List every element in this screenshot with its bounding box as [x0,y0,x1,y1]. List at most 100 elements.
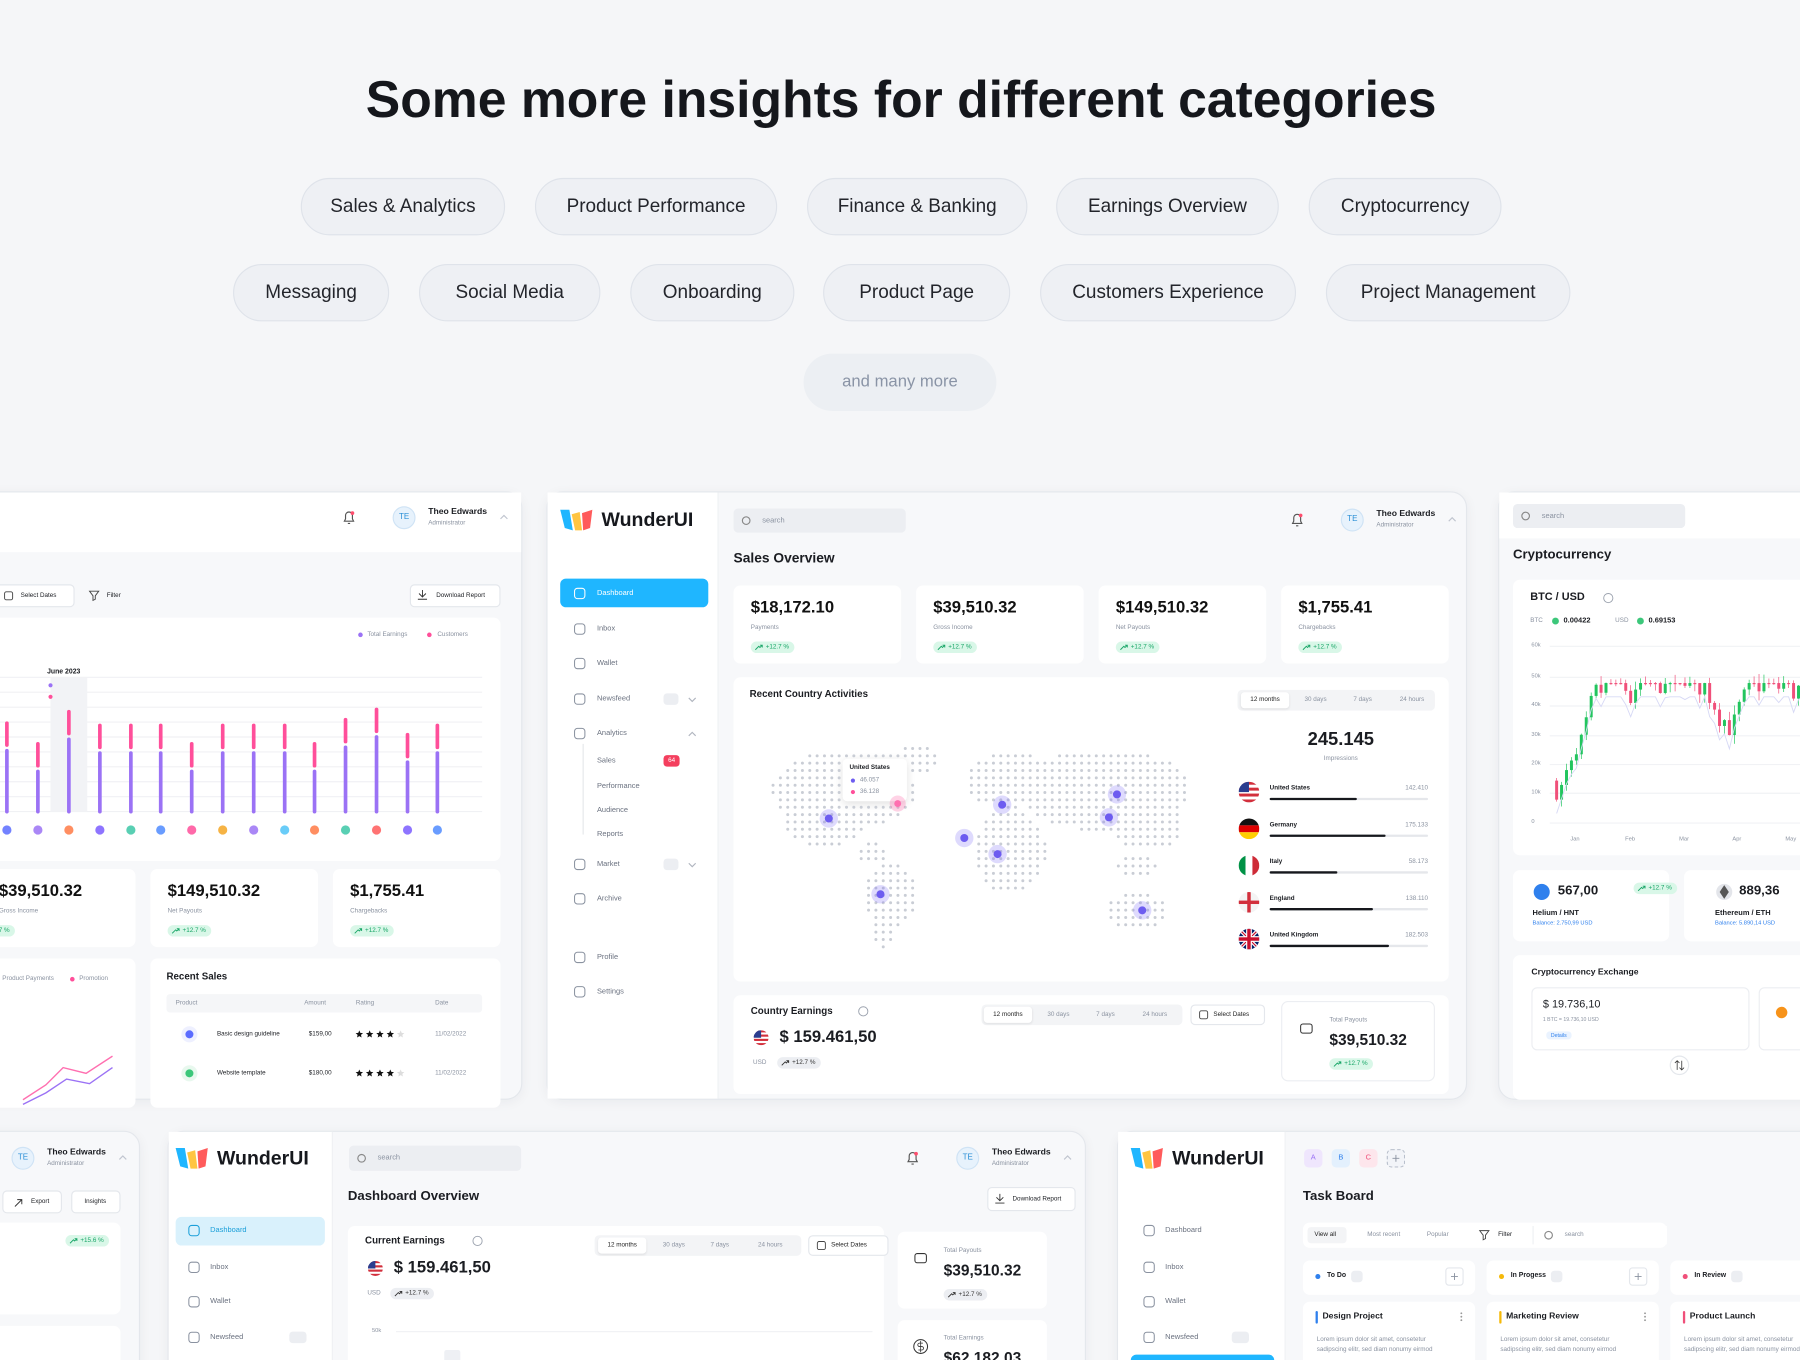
earnings-amount: $ 159.461,50 [393,1258,491,1278]
panel [0,869,136,948]
stat-label: Net Payouts [1115,624,1151,632]
tooltip-title: June 2023 [47,668,81,676]
period-tabs [594,1235,802,1256]
team-avatar [1359,1149,1378,1168]
stat-value: $1,755.41 [1298,598,1373,618]
add-task [1445,1267,1464,1286]
period-tab: 24 hours [1142,1011,1168,1019]
avatar-text: TE [1347,515,1358,524]
x-tick-label: Feb [1625,835,1636,843]
period-tab: 30 days [1047,1011,1070,1019]
country-value: 138.110 [1405,895,1429,903]
product-amount: $180,00 [308,1069,332,1077]
brand-name: WunderUI [601,508,694,531]
nav-item: Inbox [210,1263,229,1272]
nav-item: Wallet [210,1297,231,1306]
date-button [808,1235,889,1256]
change-badge: +12.7 % [1298,641,1343,654]
tooltip-value: 46.057 [57,681,77,689]
category-pill [807,177,1028,236]
tooltip-value: 36.128 [57,693,77,701]
category-label: Project Management [1360,281,1536,303]
product-name: Basic design guideline [216,1030,280,1038]
x-tick-label: Jan [1570,835,1580,843]
y-tick-label: 0 [1531,818,1535,826]
nav-badge [1231,1331,1249,1344]
country-name: United Kingdom [1269,931,1319,939]
y-tick-label: 10k [1531,788,1541,796]
country-value: 182.503 [1405,931,1429,939]
section-title: Recent Sales [166,970,228,982]
progress-fill [1269,908,1373,911]
payouts-label: Total Payouts [943,1247,982,1255]
team-avatar [1331,1149,1350,1168]
stat-value: $149,510.32 [1115,598,1209,618]
date-button [1190,1004,1266,1026]
rate-value: 0.69153 [1648,616,1676,625]
progress-track [1269,871,1429,874]
impressions-total: 245.145 [1307,729,1375,750]
page-title: Some more insights for different categor… [365,70,1437,129]
section-title: Dashboard Overview [347,1189,480,1204]
more-pill [803,353,997,411]
earnings-value: $62,182.03 [943,1349,1022,1360]
category-pill [823,264,1011,322]
legend-label: Promotion [79,975,108,983]
category-pill [1040,264,1297,322]
payouts-value: $39,510.32 [943,1261,1022,1280]
task-accent [1315,1310,1318,1324]
count-badge [1550,1270,1563,1283]
panel [0,1325,121,1360]
search-box [1513,503,1686,529]
country-value: 175.133 [1405,821,1429,829]
export-button [2,1190,62,1214]
category-pill [1308,177,1502,236]
avatar-text: TE [398,513,410,522]
export-label: Export [30,1198,50,1206]
nav-item: Market [596,860,620,869]
y-tick-label: 40k [1531,701,1541,709]
currency-label: USD [367,1290,381,1298]
payouts-label: Total Payouts [1329,1016,1368,1024]
details-link: Details [1546,1031,1572,1040]
progress-fill [1269,797,1357,801]
category-label: Earnings Overview [1087,195,1247,217]
nav-active [1130,1354,1275,1360]
category-label: Product Performance [566,195,746,217]
nav-item: Dashboard [596,589,634,598]
y-tick-label: 50k [1531,672,1541,680]
stat-value: $39,510.32 [0,882,83,901]
panel [733,677,1449,982]
section-title: Cryptocurrency [1513,548,1612,562]
y-tick-label: 50k [371,1327,382,1335]
x-tick-label: May [1785,835,1797,843]
search-box [348,1145,522,1171]
nav-item: Analytics [596,729,627,738]
task-accent [1499,1310,1502,1324]
stat-value: $18,172.10 [750,598,835,618]
category-label: Finance & Banking [837,195,997,217]
category-label: Customers Experience [1072,281,1264,303]
section-title: Country Earnings [750,1004,833,1017]
country-name: United States [1269,785,1311,792]
category-label: Social Media [455,281,564,303]
country-name: Italy [1269,858,1283,866]
date-label: Select Dates [1213,1011,1250,1019]
team-avatar-letter: B [1338,1154,1344,1163]
nav-badge [663,858,679,871]
legend-label: Customers [437,631,468,639]
coin-name: Helium / HNT [1532,909,1579,918]
nav-item: Sales [596,756,616,765]
user-name: Theo Edwards [991,1146,1051,1157]
category-pill [233,264,390,322]
nav-item: Newsfeed [596,694,631,703]
column-header: Amount [304,999,326,1007]
column-header: Rating [355,999,375,1007]
country-value: 142.410 [1405,785,1429,792]
rate-value: 0.00422 [1563,616,1591,625]
stat-value: $39,510.32 [933,598,1017,618]
period-tab: 24 hours [1399,696,1425,704]
change-badge: +12.7 % [777,1057,822,1069]
column-header: Product [175,999,198,1007]
filter-label: Filter [106,592,121,600]
